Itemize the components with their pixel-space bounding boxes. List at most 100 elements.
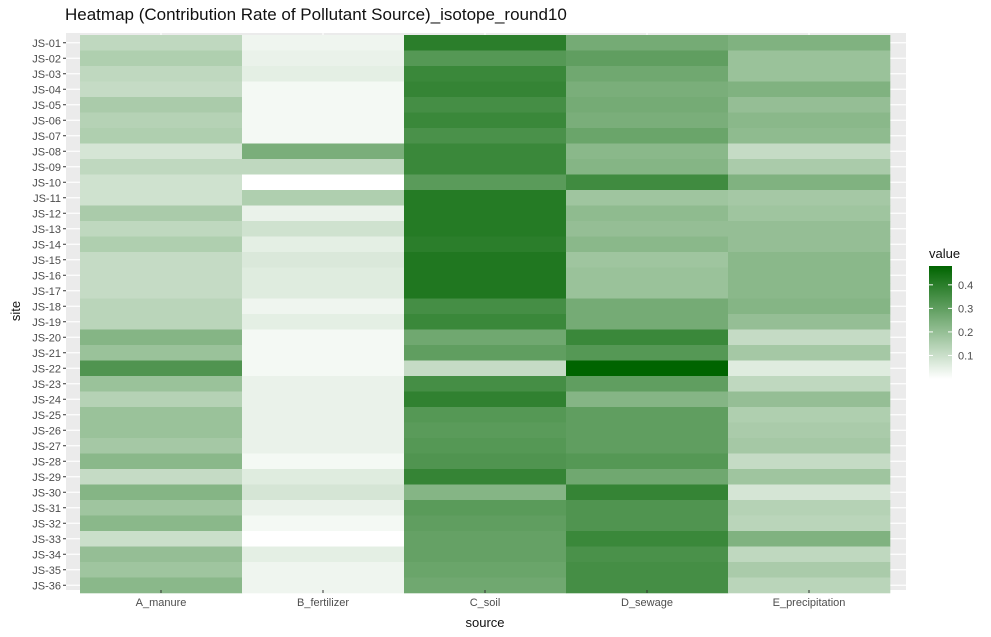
legend-tick-label: 0.4 — [958, 280, 973, 292]
heatmap-cell — [728, 453, 891, 470]
heatmap-cell — [728, 128, 891, 144]
heatmap-cell — [242, 35, 405, 51]
x-tick-label: A_manure — [136, 597, 187, 609]
heatmap-cell — [566, 391, 729, 408]
heatmap-cell — [404, 438, 567, 454]
heatmap-cell — [566, 345, 729, 361]
heatmap-cell — [566, 562, 729, 578]
heatmap-cell — [566, 97, 729, 113]
heatmap-cell — [728, 112, 891, 129]
heatmap-cell — [404, 391, 567, 408]
heatmap-cell — [566, 50, 729, 67]
heatmap-cell — [242, 546, 405, 563]
heatmap-cell — [242, 97, 405, 113]
heatmap-cell — [404, 143, 567, 160]
y-tick-label: JS-27 — [32, 441, 61, 453]
heatmap-cell — [404, 422, 567, 439]
heatmap-cell — [728, 252, 891, 268]
y-tick-label: JS-26 — [32, 425, 61, 437]
heatmap-cell — [566, 81, 729, 98]
heatmap-cell — [80, 159, 243, 175]
heatmap-cell — [728, 50, 891, 67]
heatmap-cell — [566, 66, 729, 82]
heatmap-cell — [242, 360, 405, 377]
heatmap-cell — [404, 205, 567, 222]
heatmap-cell — [242, 128, 405, 144]
heatmap-cell — [566, 283, 729, 299]
heatmap-cell — [404, 577, 567, 594]
heatmap-cell — [728, 407, 891, 423]
heatmap-cell — [80, 577, 243, 594]
x-tick-label: B_fertilizer — [297, 597, 349, 609]
heatmap-cell — [728, 143, 891, 160]
y-tick-label: JS-01 — [32, 38, 61, 50]
heatmap-cell — [566, 314, 729, 330]
heatmap-cell — [80, 531, 243, 547]
x-axis-title: source — [465, 615, 504, 630]
heatmap-cell — [80, 546, 243, 563]
heatmap-cell — [566, 376, 729, 392]
heatmap-cell — [80, 314, 243, 330]
heatmap-cell — [566, 190, 729, 206]
heatmap-cell — [404, 50, 567, 67]
heatmap-cell — [242, 345, 405, 361]
chart-title: Heatmap (Contribution Rate of Pollutant … — [65, 5, 567, 24]
heatmap-cell — [404, 298, 567, 315]
heatmap-cell — [242, 267, 405, 284]
heatmap-cell — [80, 252, 243, 268]
heatmap-cell — [242, 453, 405, 470]
heatmap-cell — [566, 298, 729, 315]
heatmap-cell — [242, 236, 405, 253]
color-legend: value 0.1 0.2 0.3 0.4 — [929, 246, 973, 379]
heatmap-cell — [80, 97, 243, 113]
heatmap-cell — [242, 531, 405, 547]
heatmap-cell — [404, 236, 567, 253]
heatmap-cell — [566, 252, 729, 268]
heatmap-cell — [80, 128, 243, 144]
heatmap-cell — [404, 81, 567, 98]
heatmap-cell — [242, 484, 405, 501]
y-tick-label: JS-20 — [32, 332, 61, 344]
y-tick-label: JS-08 — [32, 146, 61, 158]
heatmap-cell — [80, 283, 243, 299]
heatmap-cell — [566, 577, 729, 594]
y-tick-label: JS-13 — [32, 224, 61, 236]
heatmap-cell — [728, 345, 891, 361]
heatmap-cell — [242, 50, 405, 67]
heatmap-cell — [728, 314, 891, 330]
heatmap-cell — [728, 422, 891, 439]
y-tick-label: JS-07 — [32, 131, 61, 143]
heatmap-cell — [242, 221, 405, 237]
heatmap-cell — [80, 345, 243, 361]
y-tick-label: JS-22 — [32, 363, 61, 375]
y-tick-label: JS-15 — [32, 255, 61, 267]
heatmap-cell — [242, 283, 405, 299]
heatmap-cell — [242, 205, 405, 222]
heatmap-cell — [566, 174, 729, 191]
heatmap-cell — [404, 314, 567, 330]
heatmap-cell — [566, 236, 729, 253]
heatmap-cell — [242, 515, 405, 532]
heatmap-cell — [404, 562, 567, 578]
heatmap-cell — [404, 267, 567, 284]
heatmap-cell — [242, 438, 405, 454]
heatmap-cell — [566, 205, 729, 222]
heatmap-cell — [404, 128, 567, 144]
heatmap-cell — [566, 35, 729, 51]
heatmap-cell — [404, 500, 567, 516]
heatmap-cell — [404, 515, 567, 532]
y-tick-label: JS-24 — [32, 394, 61, 406]
heatmap-cell — [728, 159, 891, 175]
heatmap-cell — [404, 66, 567, 82]
heatmap-cell — [566, 407, 729, 423]
heatmap-cell — [566, 112, 729, 129]
heatmap-cell — [242, 112, 405, 129]
heatmap-cell — [80, 298, 243, 315]
heatmap-cell — [728, 174, 891, 191]
heatmap-cell — [728, 360, 891, 377]
heatmap-cell — [242, 190, 405, 206]
heatmap-cell — [80, 236, 243, 253]
heatmap-cell — [404, 35, 567, 51]
legend-colorbar — [929, 266, 952, 379]
heatmap-cell — [566, 500, 729, 516]
